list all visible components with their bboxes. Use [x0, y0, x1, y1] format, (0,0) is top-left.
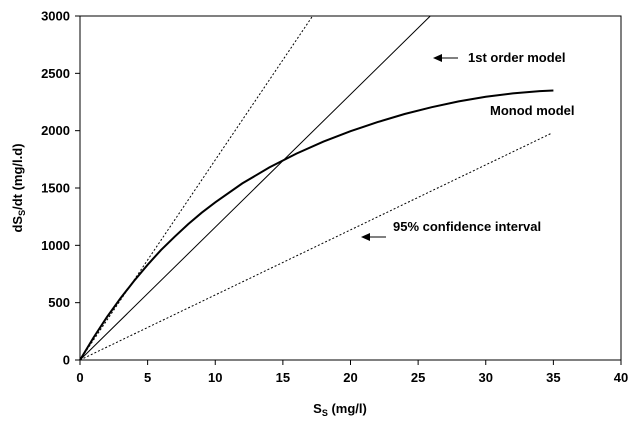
x-axis-label: SS (mg/l)	[313, 401, 367, 418]
series-line-4	[79, 132, 553, 361]
y-tick-label: 500	[48, 295, 70, 310]
x-tick-label: 10	[208, 370, 222, 385]
x-tick-label: 0	[76, 370, 83, 385]
annotation-first-order: 1st order model	[468, 50, 566, 65]
y-tick-label: 2000	[41, 123, 70, 138]
x-tick-label: 35	[546, 370, 560, 385]
y-tick-label: 2500	[41, 66, 70, 81]
y-tick-label: 0	[63, 353, 70, 368]
annotation-monod: Monod model	[490, 103, 575, 118]
x-tick-label: 15	[276, 370, 290, 385]
x-tick-label: 25	[411, 370, 425, 385]
plot-frame	[79, 15, 622, 361]
series-line-2	[79, 15, 431, 361]
first-order-arrow-head	[433, 54, 442, 62]
x-tick-label: 30	[479, 370, 493, 385]
series-line-3	[79, 15, 314, 361]
y-tick-label: 1000	[41, 238, 70, 253]
y-axis-ticks: 0 500 1000 1500 2000 2500 3000	[41, 9, 80, 368]
series-layer	[79, 15, 554, 361]
y-tick-label: 3000	[41, 9, 70, 24]
plot-area	[79, 15, 622, 361]
annotations: 1st order model Monod model 95% confiden…	[361, 50, 575, 241]
x-tick-label: 5	[144, 370, 151, 385]
x-tick-label: 20	[343, 370, 357, 385]
y-axis-label: dSS/dt (mg/l.d)	[10, 143, 27, 232]
confidence-arrow-head	[361, 233, 370, 241]
x-tick-label: 40	[614, 370, 628, 385]
x-axis-ticks: 0 5 10 15 20 25 30 35 40	[76, 360, 628, 385]
y-tick-label: 1500	[41, 181, 70, 196]
annotation-confidence-interval: 95% confidence interval	[393, 219, 541, 234]
